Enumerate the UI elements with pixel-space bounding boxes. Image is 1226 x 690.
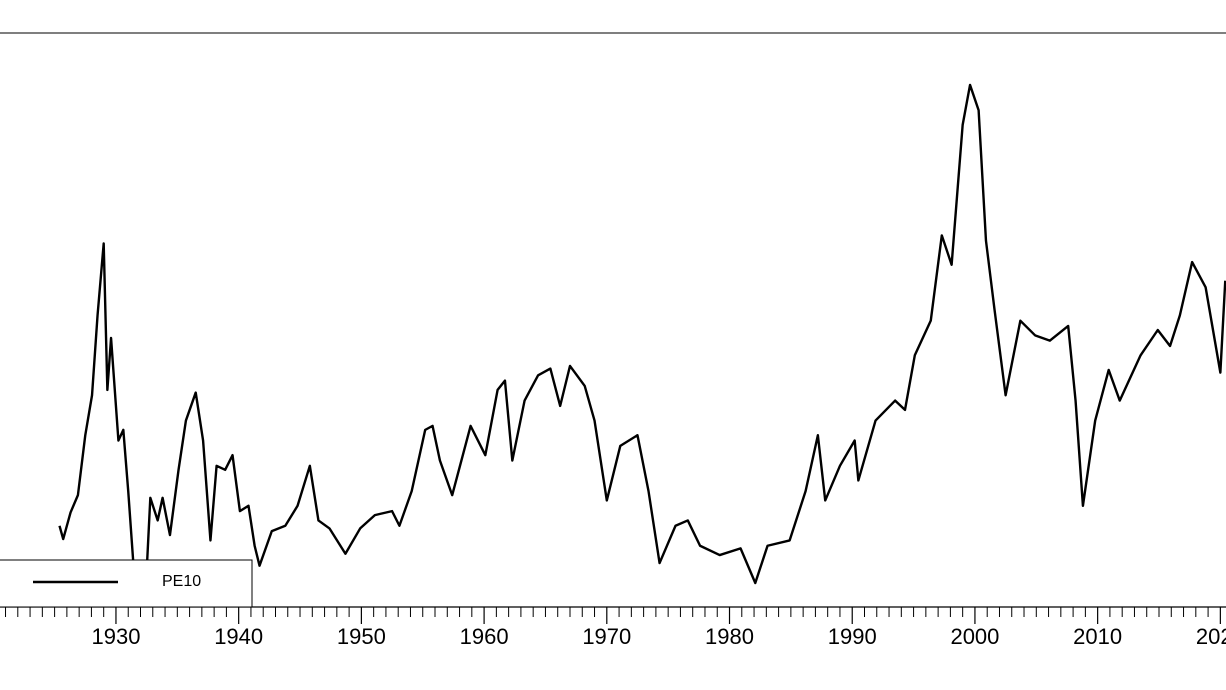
legend-box [0,559,253,608]
data-line [58,83,1226,598]
x-tick-label: 2020 [1196,624,1226,649]
x-tick-label: 1980 [705,624,754,649]
legend-label: PE10 [162,573,201,590]
x-tick-label: 1970 [582,624,631,649]
x-tick-label: 1940 [214,624,263,649]
x-tick-label: 2000 [950,624,999,649]
x-tick-label: 1950 [337,624,386,649]
x-tick-label: 1960 [460,624,509,649]
x-tick-label: 2010 [1073,624,1122,649]
x-tick-label: 1930 [91,624,140,649]
x-tick-label: 1990 [828,624,877,649]
